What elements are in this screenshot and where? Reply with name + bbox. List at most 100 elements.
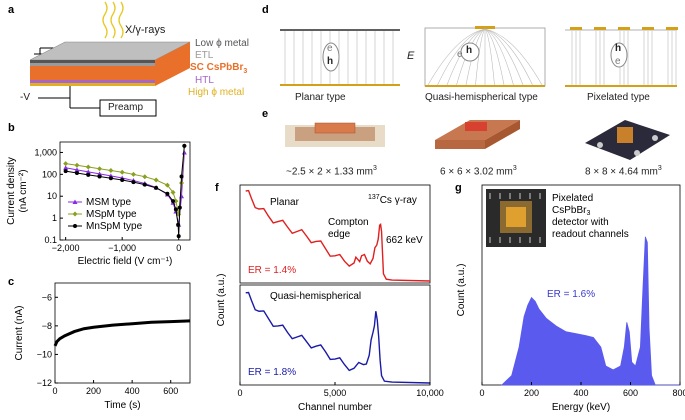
- layer-cspbbr3: [30, 66, 155, 80]
- legend-cspbbr3: SC CsPbBr3: [190, 62, 248, 75]
- chart-f-xtick-label: 0: [237, 388, 242, 398]
- chart-b-point: [74, 167, 80, 172]
- legend-low-metal: Low ϕ metal: [195, 38, 249, 49]
- legend-htl: HTL: [195, 75, 214, 86]
- legend-high-metal: High ϕ metal: [188, 87, 245, 98]
- chart-g-inset-text: Pixelated: [552, 193, 593, 204]
- chart-b-point: [97, 171, 103, 176]
- chart-b-point: [170, 189, 176, 195]
- ray-wave-2: [110, 1, 116, 39]
- chart-b-ytick-label: 100: [42, 169, 57, 179]
- quasi-field-line: [484, 28, 495, 86]
- chart-b-point: [176, 222, 181, 227]
- chart-b-ylabel-1: Current density: [6, 157, 17, 225]
- chart-g-spectrum-area: [500, 236, 680, 386]
- panel-label-c: c: [8, 276, 15, 288]
- chart-g-inset-text: readout channels: [552, 229, 629, 240]
- field-label: E: [407, 50, 415, 62]
- chart-b-point: [164, 182, 170, 188]
- chart-g-inset-text: CsPbBr3: [552, 205, 590, 217]
- chart-b-point: [63, 161, 69, 167]
- chart-g-xtick-label: 400: [573, 388, 588, 398]
- chart-g-xtick-label: 0: [479, 388, 484, 398]
- rays-label: X/γ-rays: [125, 24, 166, 36]
- quasi-field-line: [484, 28, 514, 86]
- panel-label-g: g: [455, 182, 462, 194]
- chart-c-current-time: 0 200 400 600 −6 −8 −10 −12 Time (s) Current (nA): [14, 282, 191, 411]
- chart-g-er-label: ER = 1.6%: [547, 289, 595, 300]
- chart-b-ytick-label: 10: [47, 191, 57, 201]
- chart-b-point: [154, 185, 159, 190]
- chart-b-point: [182, 143, 187, 148]
- chart-c-ytick-label: −12: [37, 378, 52, 388]
- pixelated-diagram: [565, 27, 678, 87]
- chart-b-point: [97, 174, 102, 179]
- panel-label-f: f: [215, 182, 219, 194]
- panel-label-a: a: [8, 4, 15, 16]
- chart-b-point: [85, 164, 91, 170]
- device-photos: [285, 120, 670, 160]
- field-diagrams: [280, 26, 678, 87]
- planar-h: h: [327, 56, 334, 67]
- chart-b-point: [97, 166, 103, 172]
- chart-b-legend-marker: [72, 199, 78, 204]
- chart-b-point: [86, 172, 91, 177]
- chart-f-annotation: 662 keV: [386, 235, 423, 246]
- chart-b-point: [176, 234, 181, 239]
- quasi-field-line: [484, 28, 524, 86]
- device-schematic: [29, 1, 191, 117]
- photo-quasi: [435, 120, 520, 149]
- quasi-field-line: [484, 28, 505, 86]
- chart-f-annotation: edge: [328, 229, 351, 240]
- dims-quasi: 6 × 6 × 3.02 mm3: [440, 165, 517, 178]
- chart-b-xtick-label: −2,000: [52, 243, 80, 253]
- chart-b-point: [108, 167, 114, 173]
- quasi-hemispherical-diagram: [424, 26, 546, 87]
- chart-b-point: [74, 162, 80, 168]
- chart-c-frame: [54, 282, 191, 384]
- chart-b-point: [120, 178, 125, 183]
- quasi-e: e: [457, 49, 463, 60]
- chart-f-xtick-label: 10,000: [416, 388, 444, 398]
- quasi-field-line: [437, 28, 486, 86]
- panel-label-d: d: [262, 4, 269, 16]
- chart-b-ytick-label: 0.1: [44, 235, 57, 245]
- chart-b-point: [171, 199, 176, 204]
- chart-b-point: [165, 191, 170, 196]
- chart-b-legend-label: MSM type: [86, 197, 131, 208]
- chart-g-xlabel: Energy (keV): [552, 402, 610, 413]
- chart-f-frame: [239, 184, 431, 284]
- chart-f-xtick-label: 5,000: [324, 388, 347, 398]
- chart-b-legend-label: MnSpM type: [86, 221, 143, 232]
- chart-b-point: [63, 165, 69, 170]
- chart-b-point: [173, 198, 179, 204]
- ray-wave-1: [102, 1, 108, 39]
- chart-g-xtick-label: 200: [524, 388, 539, 398]
- chart-c-xtick-label: 600: [163, 386, 178, 396]
- chart-f-series-line: [245, 189, 431, 282]
- chart-b-point: [131, 180, 136, 185]
- ray-wave-3: [118, 1, 124, 39]
- chart-b-legend-marker: [73, 224, 77, 228]
- pixel-pad: [594, 27, 606, 30]
- dims-pixelated: 8 × 8 × 4.64 mm3: [585, 165, 662, 178]
- photo-pixelated: [585, 120, 670, 160]
- chart-g-inset-sub: 3: [586, 210, 590, 217]
- chart-b-point: [74, 171, 79, 176]
- chart-b-ytick-label: 1: [52, 213, 57, 223]
- chart-b-legend-label: MSpM type: [86, 209, 137, 220]
- chart-b-current-density: −2,000 −1,000 0 0.1 1 10 100 1,000 Electric fiel…: [6, 141, 191, 267]
- pixel-h: h: [615, 43, 622, 54]
- chart-f-ylabel: Count (a.u.): [216, 274, 227, 327]
- layer-low-metal: [30, 60, 155, 63]
- photo-planar: [285, 122, 385, 147]
- chart-f-annotation: Compton: [328, 217, 369, 228]
- planar-carrier-pair: [322, 42, 340, 72]
- chart-c-ytick-label: −8: [42, 321, 52, 331]
- chart-g-ylabel: Count (a.u.): [456, 264, 467, 317]
- layer-high-metal: [30, 83, 155, 86]
- chart-b-ytick-label: 1,000: [34, 147, 57, 157]
- chart-f-source: 137Cs γ-ray: [368, 194, 417, 206]
- dims-planar: ~2.5 × 2 × 1.33 mm3: [286, 165, 377, 178]
- pixel-pad: [642, 27, 654, 30]
